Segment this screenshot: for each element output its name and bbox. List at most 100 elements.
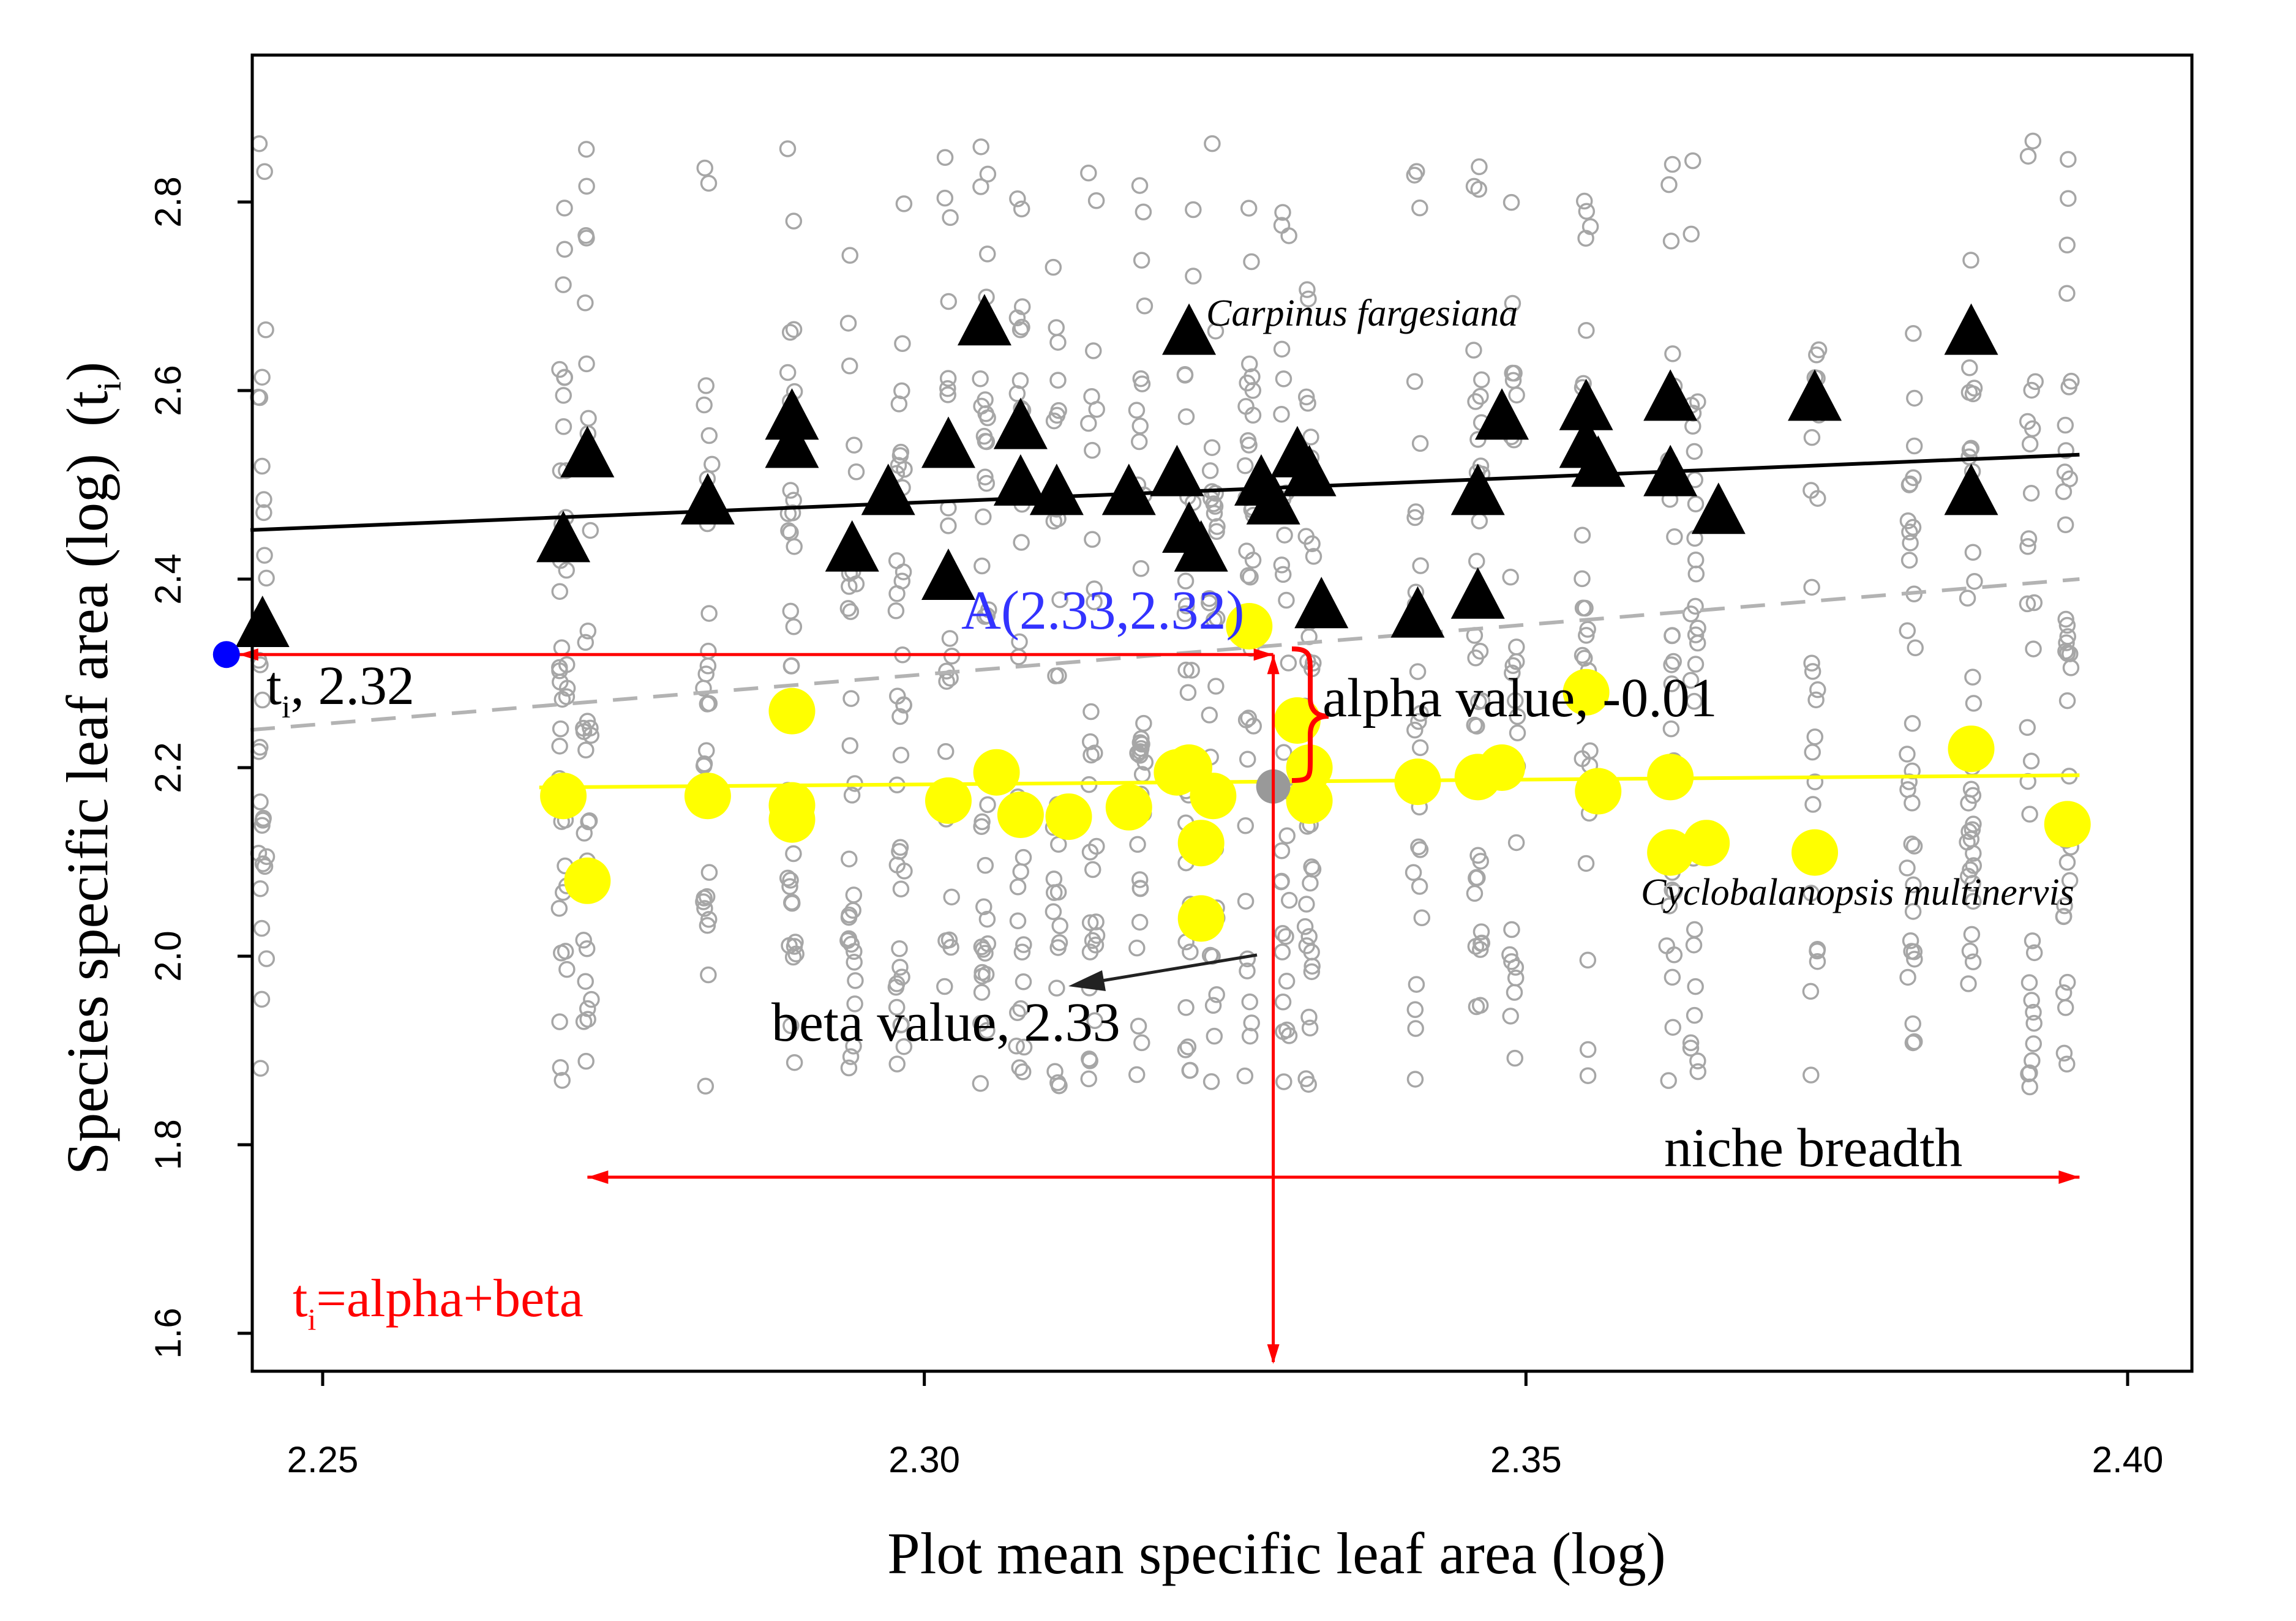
- background-point: [558, 656, 576, 673]
- background-point: [1207, 323, 1225, 340]
- background-point: [1579, 1067, 1597, 1084]
- background-point: [1183, 662, 1200, 679]
- background-point: [1682, 672, 1700, 689]
- background-point: [1243, 1014, 1260, 1031]
- background-point: [887, 602, 905, 620]
- background-point: [1009, 912, 1027, 930]
- background-point: [256, 547, 273, 564]
- background-point: [1086, 1012, 1103, 1030]
- background-point: [842, 1048, 860, 1065]
- background-point: [940, 293, 958, 310]
- background-point: [253, 457, 271, 475]
- background-point: [1084, 932, 1101, 949]
- background-point: [553, 639, 571, 656]
- background-point: [1243, 253, 1260, 271]
- background-point: [1015, 1038, 1033, 1056]
- background-point: [842, 603, 860, 620]
- background-point: [1964, 544, 1982, 561]
- background-point: [1664, 345, 1681, 362]
- background-point: [1899, 622, 1916, 640]
- background-point: [580, 813, 597, 831]
- cyclobalanopsis-point: [1105, 784, 1152, 831]
- background-point: [2061, 872, 2079, 889]
- background-point: [1666, 528, 1683, 545]
- background-point: [703, 455, 721, 473]
- carpinus-point: [1294, 577, 1349, 629]
- background-point: [577, 634, 595, 651]
- background-point: [978, 474, 996, 492]
- carpinus-point: [1162, 303, 1217, 355]
- background-point: [699, 657, 717, 675]
- background-point: [1300, 1008, 1318, 1026]
- background-point: [1300, 290, 1317, 308]
- background-point: [700, 864, 718, 881]
- background-point: [1087, 192, 1105, 209]
- background-point: [1472, 387, 1489, 405]
- background-point: [253, 369, 271, 386]
- cyclobalanopsis-point: [564, 857, 611, 904]
- background-point: [975, 427, 993, 445]
- x-tick-label: 2.25: [287, 1439, 359, 1480]
- background-point: [699, 917, 716, 934]
- background-point: [1278, 827, 1296, 845]
- background-point: [1080, 1070, 1098, 1088]
- background-point: [1201, 462, 1219, 479]
- carpinus-point: [1174, 520, 1228, 572]
- background-point: [1136, 297, 1154, 315]
- background-point: [973, 984, 991, 1001]
- background-point: [1408, 163, 1425, 180]
- background-point: [1296, 918, 1314, 935]
- background-point: [939, 370, 957, 387]
- background-point: [695, 679, 712, 697]
- background-point: [1236, 457, 1254, 474]
- background-point: [1684, 152, 1701, 170]
- carpinus-point: [1029, 463, 1084, 515]
- niche-arrowhead-right: [2058, 1170, 2080, 1184]
- background-point: [1802, 983, 1820, 1000]
- y-axis-title-subscript: i: [91, 381, 129, 391]
- background-point: [1905, 876, 1922, 894]
- background-point: [2058, 692, 2076, 709]
- background-point: [1131, 177, 1149, 194]
- background-point: [1130, 433, 1148, 451]
- background-point: [1411, 199, 1428, 217]
- background-point: [1965, 695, 1983, 712]
- background-point: [1133, 375, 1151, 392]
- background-point: [2021, 806, 2038, 823]
- background-point: [258, 950, 276, 967]
- background-point: [891, 959, 909, 976]
- background-point: [1689, 620, 1706, 637]
- background-point: [1665, 653, 1682, 670]
- beta-arrowhead: [1068, 970, 1106, 991]
- background-point: [558, 679, 576, 697]
- background-point: [1130, 1017, 1147, 1035]
- background-point: [1081, 1052, 1098, 1069]
- background-point: [577, 226, 595, 244]
- background-point: [973, 397, 990, 415]
- background-point: [1503, 921, 1520, 938]
- background-point: [577, 973, 594, 990]
- background-point: [1904, 1015, 1921, 1033]
- background-point: [1274, 204, 1291, 221]
- background-point: [839, 315, 857, 332]
- background-point: [1507, 959, 1525, 976]
- background-point: [252, 793, 269, 810]
- background-point: [700, 605, 718, 622]
- background-point: [978, 607, 996, 624]
- background-point: [1407, 503, 1425, 520]
- background-point: [700, 911, 718, 928]
- background-point: [1411, 435, 1429, 452]
- background-point: [1129, 836, 1146, 853]
- background-point: [1411, 878, 1428, 895]
- background-point: [785, 845, 802, 863]
- background-point: [1303, 963, 1321, 981]
- background-point: [1810, 341, 1828, 359]
- background-point: [1579, 1041, 1597, 1058]
- x-tick-label: 2.40: [2092, 1439, 2164, 1480]
- background-point: [1274, 994, 1292, 1011]
- background-point: [1299, 281, 1316, 298]
- background-point: [1578, 322, 1595, 339]
- background-point: [1013, 943, 1031, 961]
- background-point: [1959, 590, 1976, 607]
